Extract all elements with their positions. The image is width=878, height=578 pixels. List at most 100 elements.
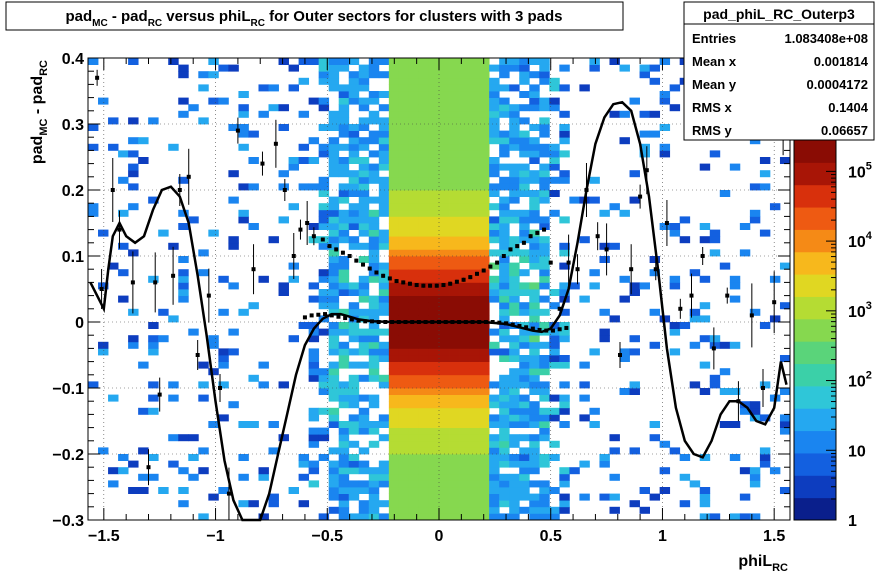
heatmap-cell xyxy=(559,64,570,72)
heatmap-cell xyxy=(368,506,380,514)
heatmap-cell xyxy=(439,308,450,316)
heatmap-cell xyxy=(388,467,400,475)
stats-value: 0.06657 xyxy=(821,123,868,138)
heatmap-cell xyxy=(408,308,420,316)
heatmap-cell xyxy=(408,302,420,310)
heatmap-cell xyxy=(398,110,410,118)
heatmap-cell xyxy=(118,176,129,184)
heatmap-cell xyxy=(188,434,199,442)
heatmap-cell xyxy=(338,361,350,369)
heatmap-cell xyxy=(368,209,380,217)
heatmap-cell xyxy=(469,236,480,244)
heatmap-cell xyxy=(328,421,340,428)
heatmap-cell xyxy=(549,341,560,349)
heatmap-cell xyxy=(338,269,350,277)
heatmap-cell xyxy=(639,71,650,79)
heatmap-cell xyxy=(459,143,470,151)
heatmap-cell xyxy=(449,163,460,171)
heatmap-cell xyxy=(649,434,661,442)
heatmap-cell xyxy=(428,249,440,257)
heatmap-cell xyxy=(749,137,761,145)
heatmap-cell xyxy=(659,467,671,475)
heatmap-cell xyxy=(519,407,530,415)
heatmap-cell xyxy=(108,117,119,125)
heatmap-cell xyxy=(489,249,500,257)
stats-value: 0.0004172 xyxy=(807,77,868,92)
mean-profile-point xyxy=(376,320,381,324)
heatmap-cell xyxy=(238,473,249,481)
heatmap-cell xyxy=(539,361,550,369)
heatmap-cell xyxy=(368,176,380,184)
heatmap-cell xyxy=(519,308,530,316)
x-tick-label: −1 xyxy=(206,528,224,545)
heatmap-cell xyxy=(479,124,490,131)
heatmap-cell xyxy=(358,407,370,415)
heatmap-cell xyxy=(408,414,420,422)
heatmap-cell xyxy=(479,117,490,125)
heatmap-cell xyxy=(418,487,430,494)
heatmap-cell xyxy=(268,104,279,112)
heatmap-cell xyxy=(328,322,340,329)
heatmap-cell xyxy=(388,196,400,204)
heatmap-cell xyxy=(348,308,360,316)
heatmap-cell xyxy=(378,124,390,131)
heatmap-cell xyxy=(539,262,550,270)
heatmap-cell xyxy=(398,315,410,323)
heatmap-cell xyxy=(398,460,410,468)
heatmap-cell xyxy=(318,77,330,85)
heatmap-cell xyxy=(428,289,440,296)
heatmap-cell xyxy=(388,506,400,514)
heatmap-cell xyxy=(509,242,520,250)
color-scale-band xyxy=(794,184,836,208)
heatmap-cell xyxy=(729,388,741,395)
rms-profile-point xyxy=(521,240,526,245)
heatmap-cell xyxy=(509,84,520,92)
heatmap-cell xyxy=(559,355,570,362)
heatmap-cell xyxy=(158,487,169,494)
heatmap-cell xyxy=(489,223,500,230)
heatmap-cell xyxy=(499,289,510,296)
heatmap-cell xyxy=(168,381,179,389)
heatmap-cell xyxy=(358,487,370,494)
heatmap-cell xyxy=(529,434,540,442)
heatmap-cell xyxy=(699,388,711,395)
heatmap-cell xyxy=(459,216,470,224)
heatmap-cell xyxy=(669,282,681,290)
heatmap-cell xyxy=(198,394,209,402)
heatmap-cell xyxy=(479,282,490,290)
heatmap-cell xyxy=(258,361,269,369)
heatmap-cell xyxy=(629,282,640,290)
heatmap-cell xyxy=(539,322,550,329)
heatmap-cell xyxy=(388,170,400,178)
heatmap-cell xyxy=(479,295,490,303)
heatmap-cell xyxy=(529,335,540,343)
heatmap-cell xyxy=(779,427,791,435)
heatmap-cell xyxy=(408,421,420,428)
heatmap-cell xyxy=(358,97,370,105)
heatmap-cell xyxy=(378,104,390,112)
heatmap-cell xyxy=(479,150,490,158)
heatmap-cell xyxy=(439,355,450,362)
heatmap-cell xyxy=(428,388,440,395)
heatmap-cell xyxy=(689,381,701,389)
heatmap-cell xyxy=(338,143,350,151)
heatmap-cell xyxy=(88,209,99,217)
heatmap-cell xyxy=(659,150,671,158)
heatmap-cell xyxy=(348,77,360,85)
heatmap-cell xyxy=(398,348,410,356)
heatmap-cell xyxy=(318,143,330,151)
stats-label: RMS y xyxy=(692,123,733,138)
heatmap-cell xyxy=(639,64,650,72)
heatmap-cell xyxy=(539,355,550,362)
heatmap-cell xyxy=(418,427,430,435)
heatmap-cell xyxy=(378,130,390,138)
heatmap-cell xyxy=(449,170,460,178)
heatmap-cell xyxy=(499,249,510,257)
heatmap-cell xyxy=(559,137,570,145)
heatmap-cell xyxy=(408,117,420,125)
heatmap-cell xyxy=(348,150,360,158)
heatmap-cell xyxy=(499,242,510,250)
heatmap-cell xyxy=(479,196,490,204)
mean-profile-point xyxy=(443,320,448,324)
heatmap-cell xyxy=(439,176,450,184)
